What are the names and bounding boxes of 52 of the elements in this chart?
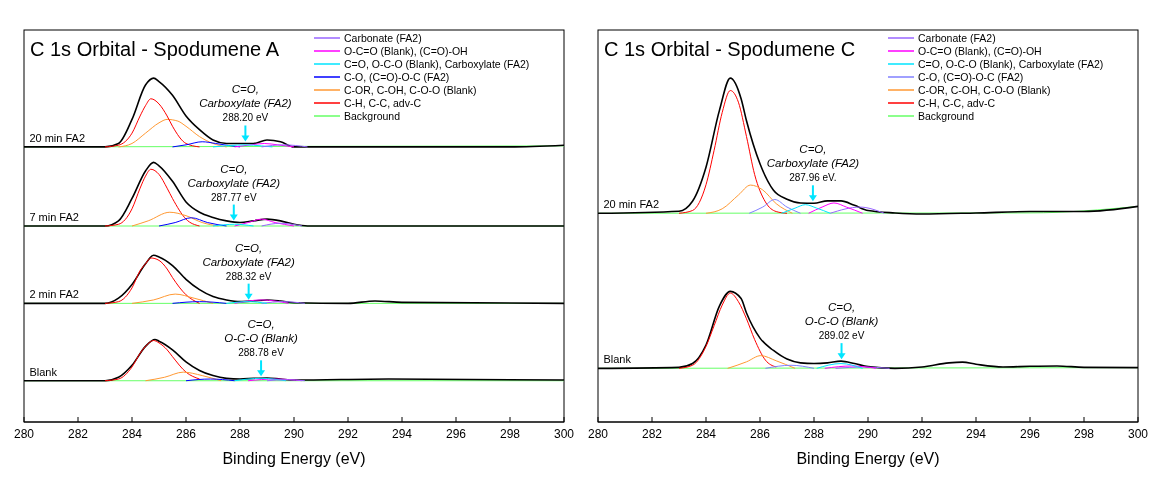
x-tick-label: 290 bbox=[283, 427, 305, 441]
annotation: 20 min FA2 bbox=[29, 131, 86, 144]
legend-label: O-C=O (Blank), (C=O)-OH bbox=[344, 45, 468, 57]
x-tick-label: 282 bbox=[67, 427, 89, 441]
legend-label: C-H, C-C, adv-C bbox=[344, 97, 422, 109]
legend-label: C-OR, C-OH, C-O-O (Blank) bbox=[344, 84, 477, 96]
x-tick-label: 292 bbox=[337, 427, 359, 441]
x-tick-label: 300 bbox=[1127, 427, 1149, 441]
legend-label: Carbonate (FA2) bbox=[344, 32, 422, 44]
legend-label: C=O, O-C-O (Blank), Carboxylate (FA2) bbox=[918, 58, 1104, 70]
x-tick-label: 292 bbox=[911, 427, 933, 441]
annotation: C=O, Carboxylate (FA2) 287.96 eV. bbox=[766, 143, 860, 184]
x-tick-label: 288 bbox=[229, 427, 251, 441]
x-tick-label: 288 bbox=[803, 427, 825, 441]
annotation: 7 min FA2 bbox=[29, 211, 79, 223]
x-tick-label: 296 bbox=[1019, 427, 1041, 441]
annotation: 2 min FA2 bbox=[29, 288, 79, 301]
legend-label: C=O, O-C-O (Blank), Carboxylate (FA2) bbox=[344, 58, 530, 70]
x-tick-label: 294 bbox=[391, 427, 413, 441]
x-axis-title: Binding Energy (eV) bbox=[796, 450, 940, 467]
x-tick-label: 280 bbox=[587, 427, 609, 441]
x-tick-label: 284 bbox=[121, 427, 143, 441]
x-tick-label: 298 bbox=[499, 427, 521, 441]
x-tick-label: 286 bbox=[749, 427, 771, 441]
annotation: C=O, O-C-O (Blank) 289.02 eV bbox=[804, 301, 879, 342]
x-tick-label: 280 bbox=[13, 427, 35, 441]
annotation: C=O, Carboxylate (FA2) 287.77 eV bbox=[187, 162, 281, 203]
x-tick-label: 286 bbox=[175, 427, 197, 441]
chart-title: C 1s Orbital - Spodumene A bbox=[30, 38, 280, 60]
x-tick-label: 282 bbox=[641, 427, 663, 441]
legend-label: Background bbox=[344, 110, 401, 122]
x-tick-label: 294 bbox=[965, 427, 987, 441]
legend-label: Carbonate (FA2) bbox=[918, 32, 996, 44]
annotation: 20 min FA2 bbox=[603, 198, 660, 211]
x-tick-label: 284 bbox=[695, 427, 717, 441]
annotation: C=O, Carboxylate (FA2) 288.20 eV bbox=[199, 83, 292, 124]
annotation: Blank bbox=[603, 353, 632, 366]
x-axis-title: Binding Energy (eV) bbox=[222, 450, 366, 467]
x-tick-label: 298 bbox=[1073, 427, 1095, 441]
legend-label: O-C=O (Blank), (C=O)-OH bbox=[918, 45, 1042, 57]
chart-title: C 1s Orbital - Spodumene C bbox=[604, 38, 856, 60]
annotation: Blank bbox=[29, 365, 58, 378]
legend-label: C-O, (C=O)-O-C (FA2) bbox=[918, 71, 1024, 83]
x-tick-label: 300 bbox=[553, 427, 575, 441]
legend-label: C-H, C-C, adv-C bbox=[918, 97, 996, 109]
legend-label: Background bbox=[918, 110, 975, 122]
annotation: C=O, Carboxylate (FA2) 288.32 eV bbox=[202, 241, 296, 282]
annotation: C=O, O-C-O (Blank) 288.78 eV bbox=[224, 318, 298, 359]
x-tick-label: 290 bbox=[857, 427, 879, 441]
legend-label: C-O, (C=O)-O-C (FA2) bbox=[344, 71, 450, 83]
x-tick-label: 296 bbox=[445, 427, 467, 441]
legend-label: C-OR, C-OH, C-O-O (Blank) bbox=[918, 84, 1051, 96]
